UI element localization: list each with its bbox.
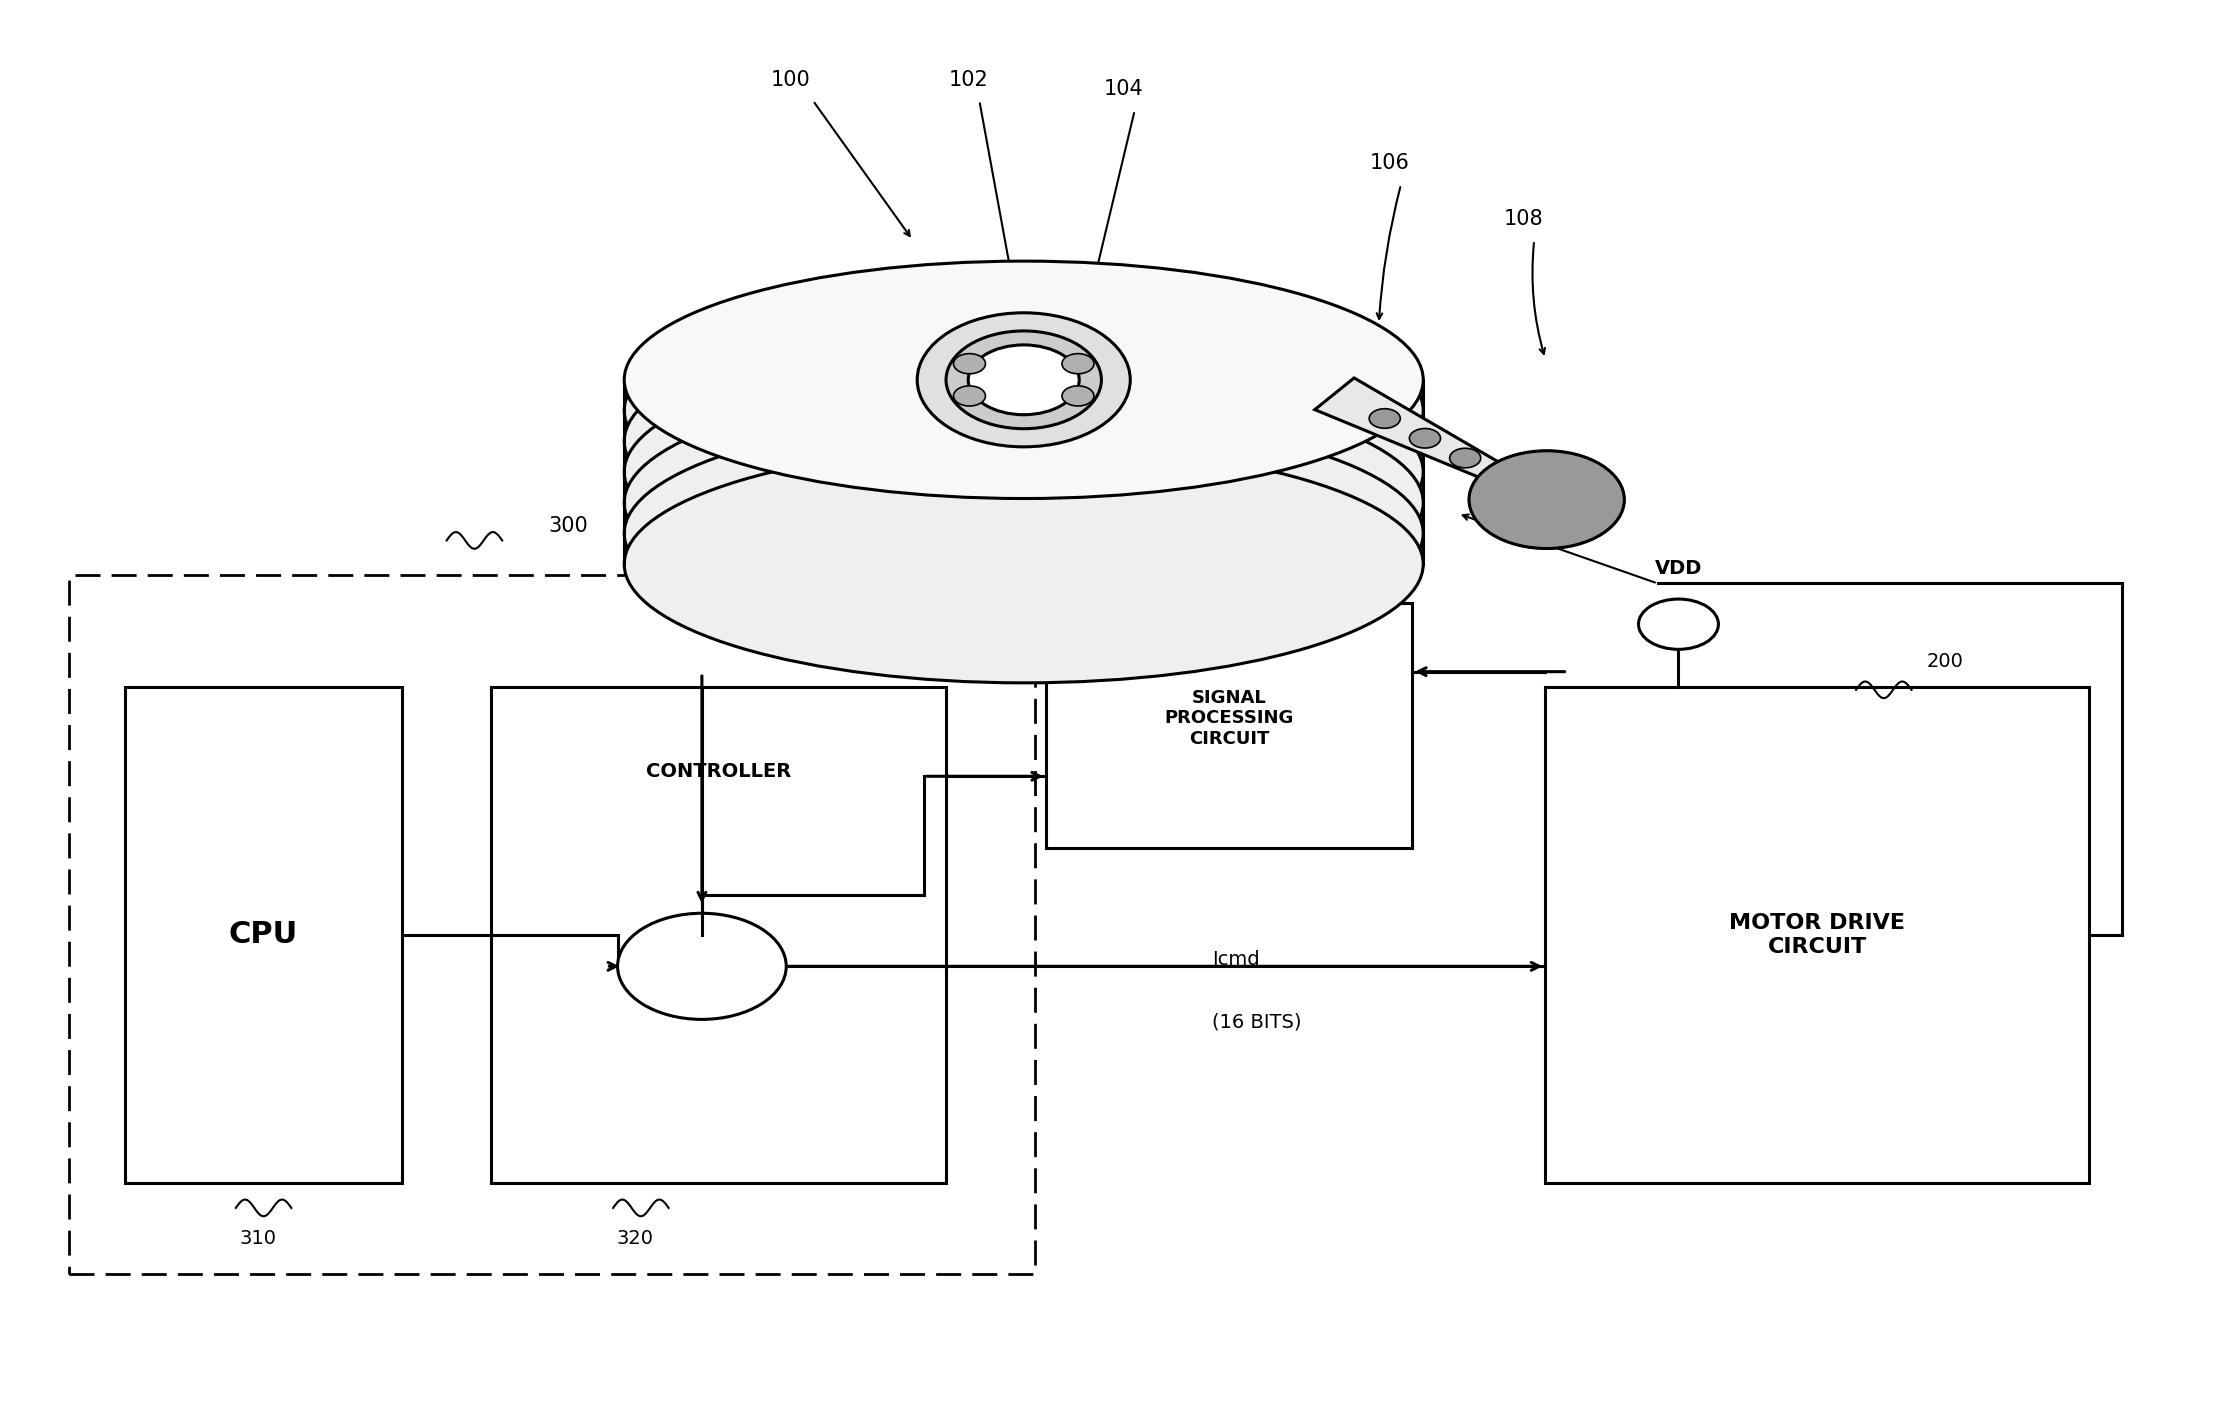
Bar: [125, 687, 403, 1183]
Circle shape: [1468, 451, 1624, 548]
Circle shape: [1638, 599, 1718, 649]
Circle shape: [1061, 386, 1095, 407]
Ellipse shape: [625, 384, 1424, 621]
Text: 104: 104: [1104, 80, 1144, 100]
Circle shape: [1061, 353, 1095, 374]
Text: 310: 310: [240, 1230, 276, 1248]
Circle shape: [619, 913, 785, 1019]
Ellipse shape: [625, 261, 1424, 499]
Text: −: −: [668, 928, 685, 946]
Text: (16 BITS): (16 BITS): [1213, 1012, 1302, 1032]
Text: 320: 320: [616, 1230, 654, 1248]
Text: 200: 200: [1927, 652, 1962, 672]
Bar: [69, 575, 1035, 1273]
Text: 100: 100: [770, 70, 810, 90]
Bar: [1046, 603, 1413, 848]
Circle shape: [1489, 463, 1604, 536]
Text: 106: 106: [1371, 153, 1411, 174]
Text: Icmd: Icmd: [1213, 949, 1259, 969]
Circle shape: [917, 313, 1130, 447]
Text: CPU: CPU: [229, 920, 298, 949]
Ellipse shape: [625, 353, 1424, 590]
Circle shape: [1451, 449, 1480, 468]
Circle shape: [1368, 409, 1400, 428]
Text: +: +: [625, 952, 643, 970]
Circle shape: [955, 386, 986, 407]
Text: SIGNAL
PROCESSING
CIRCUIT: SIGNAL PROCESSING CIRCUIT: [1164, 688, 1293, 749]
Text: CONTROLLER: CONTROLLER: [645, 761, 792, 781]
Ellipse shape: [625, 292, 1424, 529]
Text: 300: 300: [550, 516, 590, 537]
Text: 108: 108: [1504, 209, 1542, 229]
Ellipse shape: [625, 446, 1424, 683]
Bar: [1546, 687, 2089, 1183]
Circle shape: [946, 331, 1101, 429]
Ellipse shape: [625, 322, 1424, 559]
Text: MOTOR DRIVE
CIRCUIT: MOTOR DRIVE CIRCUIT: [1729, 913, 1905, 956]
Bar: [492, 687, 946, 1183]
Text: 102: 102: [948, 70, 988, 90]
Circle shape: [1509, 475, 1584, 523]
Text: 110: 110: [1150, 566, 1186, 585]
Circle shape: [955, 353, 986, 374]
Text: VDD: VDD: [1655, 559, 1702, 578]
Polygon shape: [1315, 379, 1542, 498]
Circle shape: [1537, 494, 1555, 505]
Ellipse shape: [625, 415, 1424, 652]
Circle shape: [1408, 429, 1440, 449]
Circle shape: [1526, 486, 1566, 512]
Circle shape: [968, 345, 1079, 415]
